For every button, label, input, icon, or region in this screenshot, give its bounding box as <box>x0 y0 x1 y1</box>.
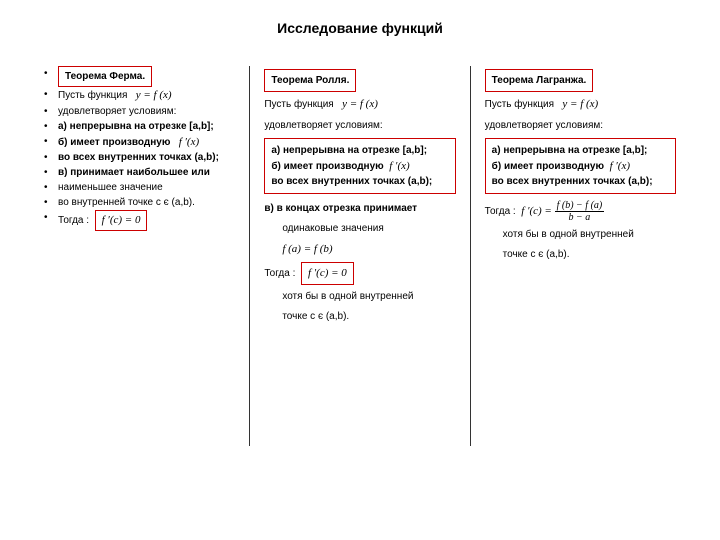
line-v2: наименьшее значение <box>44 180 235 195</box>
column-rolle: Теорема Ролля. Пусть функция y = f (x) у… <box>249 66 469 446</box>
line-v3: во внутренней точке с є (a,b). <box>44 195 235 210</box>
lagrange-tail1: хотя бы в одной внутренней <box>485 226 676 243</box>
formula-y-fx: y = f (x) <box>562 98 598 110</box>
lagrange-intro2: удовлетворяет условиям: <box>485 117 676 134</box>
lagrange-heading: Теорема Лагранжа. <box>485 69 594 92</box>
box-a: а) непрерывна на отрезке [a,b]; <box>492 145 648 156</box>
lagrange-then-row: Тогда : f ′(c) = f (b) − f (a) b − a <box>485 200 676 223</box>
lagrange-ab-box: а) непрерывна на отрезке [a,b]; б) имеет… <box>485 138 676 195</box>
heading-row: Теорема Ферма. <box>44 66 235 87</box>
rolle-tail2: точке с є (a,b). <box>264 308 455 325</box>
rolle-ab-box: а) непрерывна на отрезке [a,b]; б) имеет… <box>264 138 455 195</box>
box-b1: б) имеет производную <box>271 161 383 172</box>
rolle-eq: f (a) = f (b) <box>264 240 455 259</box>
formula-y-fx: y = f (x) <box>342 98 378 110</box>
page-title: Исследование функций <box>30 20 690 36</box>
rolle-then: Тогда : f ′(c) = 0 <box>264 262 455 285</box>
column-fermat: Теорема Ферма. Пусть функция y = f (x) у… <box>30 66 249 446</box>
formula-fprime: f ′(x) <box>179 136 199 148</box>
formula-fprime: f ′(x) <box>610 160 630 172</box>
lagrange-intro1: Пусть функция y = f (x) <box>485 95 676 114</box>
box-b1: б) имеет производную <box>492 161 604 172</box>
rolle-tail1: хотя бы в одной внутренней <box>264 288 455 305</box>
then-label: Тогда : <box>58 215 89 226</box>
rolle-intro1: Пусть функция y = f (x) <box>264 95 455 114</box>
column-lagrange: Теорема Лагранжа. Пусть функция y = f (x… <box>470 66 690 446</box>
fermat-heading: Теорема Ферма. <box>58 66 152 87</box>
text: Пусть функция <box>58 90 127 101</box>
box-b2: во всех внутренних точках (a,b); <box>271 176 432 187</box>
columns-container: Теорема Ферма. Пусть функция y = f (x) у… <box>30 66 690 446</box>
box-b2: во всех внутренних точках (a,b); <box>492 176 653 187</box>
line-a: а) непрерывна на отрезке [a,b]; <box>44 119 235 134</box>
then-label: Тогда : <box>485 206 516 217</box>
line-func: Пусть функция y = f (x) <box>44 87 235 104</box>
line-cond-intro: удовлетворяет условиям: <box>44 104 235 119</box>
line-then: Тогда : f ′(c) = 0 <box>44 210 235 231</box>
rolle-v2: одинаковые значения <box>264 220 455 237</box>
formula-y-fx: y = f (x) <box>136 89 172 101</box>
line-b1: б) имеет производную f ′(x) <box>44 134 235 151</box>
fermat-result: f ′(c) = 0 <box>95 210 148 231</box>
box-a: а) непрерывна на отрезке [a,b]; <box>271 145 427 156</box>
line-v1: в) принимает наибольшее или <box>44 165 235 180</box>
lagrange-tail2: точке с є (a,b). <box>485 246 676 263</box>
rolle-result: f ′(c) = 0 <box>301 262 354 285</box>
lagrange-result: f ′(c) = f (b) − f (a) b − a <box>521 205 604 217</box>
rolle-heading: Теорема Ролля. <box>264 69 356 92</box>
rolle-v1: в) в концах отрезка принимает <box>264 200 455 217</box>
line-b2: во всех внутренних точках (a,b); <box>44 150 235 165</box>
formula-fprime: f ′(x) <box>389 160 409 172</box>
rolle-intro2: удовлетворяет условиям: <box>264 117 455 134</box>
